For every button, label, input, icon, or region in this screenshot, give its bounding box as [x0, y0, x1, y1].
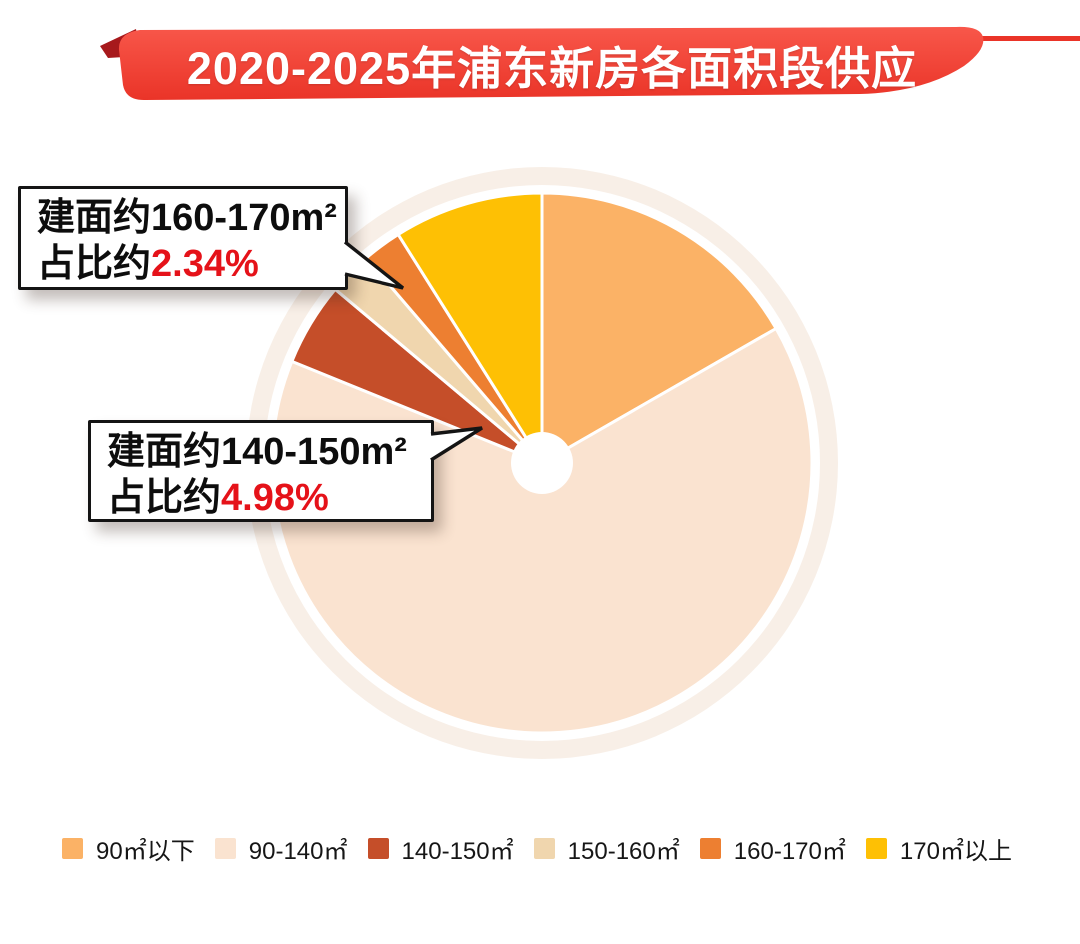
ribbon-body	[118, 26, 984, 101]
legend-swatch	[367, 837, 389, 859]
title-banner: 2020-2025年浦东新房各面积段供应	[98, 22, 1080, 106]
legend-swatch	[533, 837, 555, 859]
legend-swatch	[214, 837, 236, 859]
callout-140-150: 建面约140-150m² 占比约4.98%	[88, 420, 434, 522]
pie-slice-90㎡以下[interactable]	[540, 191, 778, 465]
legend-item[interactable]: 160-170㎡	[699, 831, 846, 866]
callout-160-170: 建面约160-170m² 占比约2.34%	[18, 186, 348, 290]
legend-item[interactable]: 150-160㎡	[533, 831, 680, 866]
legend-label: 170㎡以上	[899, 837, 1012, 865]
pie-slice-170㎡以上[interactable]	[396, 191, 544, 465]
legend-item[interactable]: 170㎡以上	[865, 831, 1012, 866]
legend-label: 150-160㎡	[567, 837, 680, 865]
callout-share-value: 4.98%	[221, 477, 329, 519]
legend-item[interactable]: 90-140㎡	[214, 831, 348, 866]
legend-item[interactable]: 140-150㎡	[367, 831, 514, 866]
legend-label: 160-170㎡	[733, 837, 846, 865]
ribbon-tail-line	[976, 36, 1080, 41]
legend-swatch	[699, 837, 721, 859]
callout-160-170-pointer	[343, 240, 405, 290]
pie-center-hole	[511, 432, 573, 494]
legend-item[interactable]: 90㎡以下	[62, 831, 195, 866]
legend-swatch	[62, 837, 83, 859]
callout-share-prefix: 占比约	[37, 243, 152, 285]
legend-label: 90-140㎡	[248, 837, 348, 865]
legend: 90㎡以下 90-140㎡ 140-150㎡ 150-160㎡ 160-170㎡ 170㎡…	[0, 824, 1080, 872]
page-title: 2020-2025年浦东新房各面积段供应	[186, 42, 918, 94]
callout-140-150-label: 建面约140-150m²	[107, 431, 407, 473]
callout-share-prefix: 占比约	[107, 477, 222, 519]
legend-label: 140-150㎡	[401, 837, 514, 865]
legend-swatch	[865, 837, 887, 859]
callout-160-170-share: 占比约2.34%	[37, 241, 329, 287]
callout-140-150-share: 占比约4.98%	[107, 475, 415, 521]
callout-140-150-pointer	[430, 426, 483, 462]
legend-label: 90㎡以下	[96, 837, 195, 865]
banner-ribbon-shape	[100, 26, 1080, 101]
callout-share-value: 2.34%	[151, 243, 259, 285]
callout-160-170-label: 建面约160-170m²	[37, 197, 337, 239]
pie-chart	[246, 167, 838, 759]
